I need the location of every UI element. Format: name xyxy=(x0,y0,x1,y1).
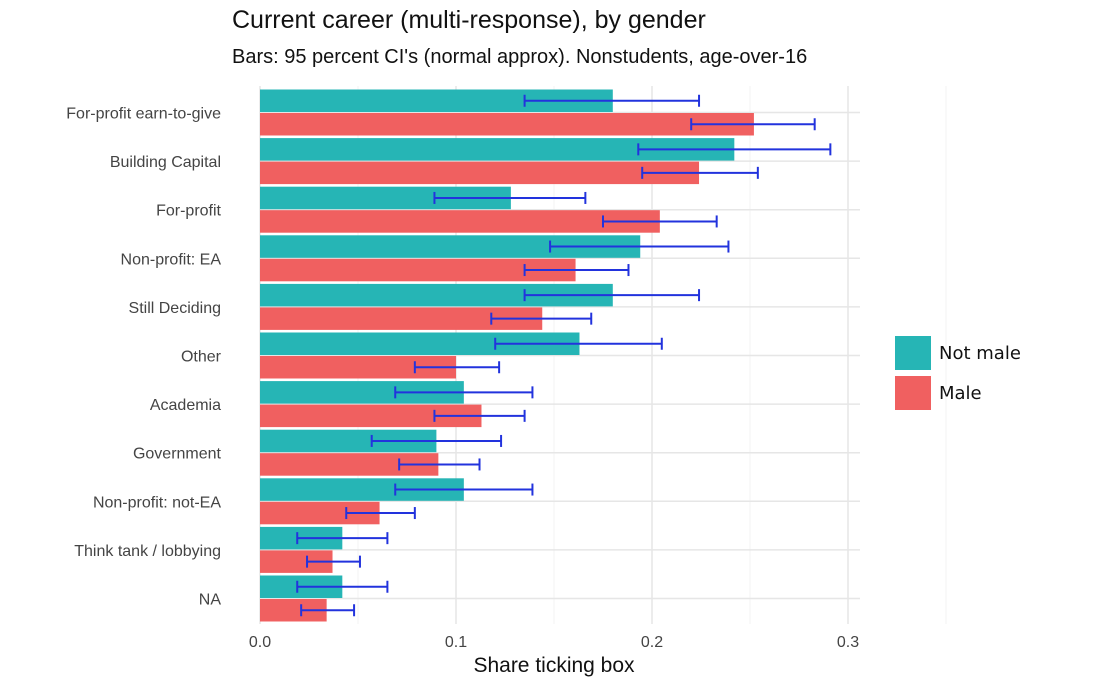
bar-not-male xyxy=(260,138,735,161)
error-bar xyxy=(300,604,356,617)
error-bar xyxy=(394,483,534,496)
error-bar xyxy=(398,458,481,471)
error-bar xyxy=(690,118,816,131)
error-bar xyxy=(394,386,534,399)
x-tick-label: 0.2 xyxy=(641,634,663,651)
error-bar xyxy=(602,215,718,228)
x-tick-label: 0.1 xyxy=(445,634,467,651)
x-tick-label: 0.3 xyxy=(837,634,859,651)
error-bar xyxy=(641,166,759,179)
error-bar xyxy=(523,264,630,277)
error-bar xyxy=(370,434,503,447)
legend-swatch-not-male xyxy=(895,336,931,370)
bar-male xyxy=(260,356,456,379)
legend-label-male: Male xyxy=(939,382,982,404)
bar-male xyxy=(260,453,439,476)
error-bar xyxy=(490,312,593,325)
bar-male xyxy=(260,501,380,525)
y-tick-label: Government xyxy=(133,446,222,463)
error-bar xyxy=(433,191,587,204)
chart-subtitle: Bars: 95 percent CI's (normal approx). N… xyxy=(232,46,808,68)
bar-male xyxy=(260,307,543,330)
bar-male xyxy=(260,404,482,428)
y-tick-label: Academia xyxy=(150,397,221,414)
bar-male xyxy=(260,113,754,136)
legend-label-not-male: Not male xyxy=(939,342,1021,364)
bar-not-male xyxy=(260,429,437,453)
legend-item-male: Male xyxy=(895,373,1021,413)
error-bar xyxy=(296,532,389,545)
bar-male xyxy=(260,550,333,573)
y-axis-labels: For-profit earn-to-give Building Capital F… xyxy=(66,106,221,609)
y-tick-label: Think tank / lobbying xyxy=(74,543,221,560)
bar-male xyxy=(260,599,327,622)
x-axis-title: Share ticking box xyxy=(473,654,635,677)
bar-not-male xyxy=(260,332,580,355)
bar-male xyxy=(260,210,660,233)
legend: Not male Male xyxy=(895,333,1021,413)
y-tick-label: NA xyxy=(199,592,222,609)
error-bar xyxy=(549,240,730,253)
y-tick-label: Still Deciding xyxy=(129,300,221,317)
y-tick-label: Building Capital xyxy=(110,154,221,171)
y-tick-label: Non-profit: EA xyxy=(121,251,222,268)
error-bar xyxy=(306,555,361,568)
error-bar xyxy=(637,143,832,156)
bar-male xyxy=(260,161,700,185)
error-bars xyxy=(296,94,832,617)
bar-not-male xyxy=(260,381,464,404)
chart-title: Current career (multi-response), by gend… xyxy=(232,6,706,34)
error-bar xyxy=(523,289,701,302)
error-bar xyxy=(523,94,701,107)
x-axis-labels: 0.0 0.1 0.2 0.3 xyxy=(249,634,859,651)
legend-swatch-male xyxy=(895,376,931,410)
y-tick-label: For-profit earn-to-give xyxy=(66,106,221,123)
error-bar xyxy=(413,361,501,374)
y-tick-label: Non-profit: not-EA xyxy=(93,494,221,511)
bar-not-male xyxy=(260,478,464,501)
error-bar xyxy=(345,507,416,520)
legend-item-not-male: Not male xyxy=(895,333,1021,373)
bar-male xyxy=(260,258,576,282)
y-tick-label: Other xyxy=(181,349,222,366)
y-tick-label: For-profit xyxy=(156,203,221,220)
error-bar xyxy=(296,580,389,593)
error-bar xyxy=(494,337,663,350)
error-bar xyxy=(433,409,526,422)
bar-not-male xyxy=(260,235,641,258)
x-tick-label: 0.0 xyxy=(249,634,271,651)
bar-not-male xyxy=(260,186,511,210)
